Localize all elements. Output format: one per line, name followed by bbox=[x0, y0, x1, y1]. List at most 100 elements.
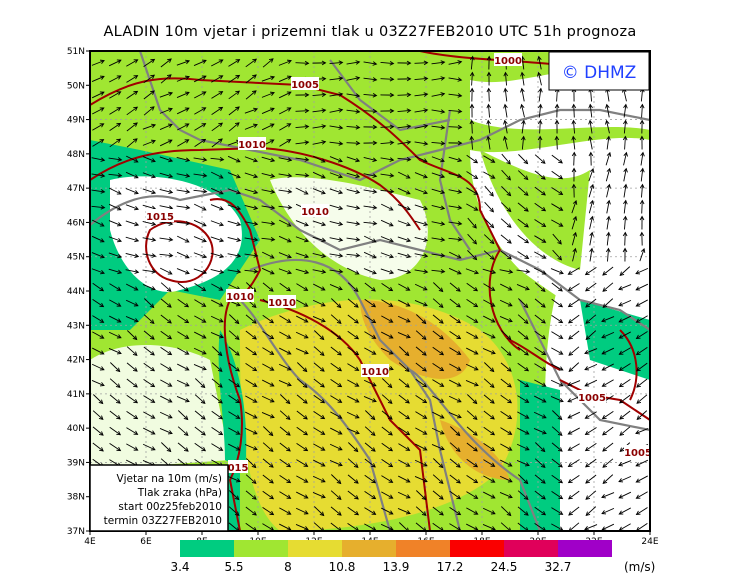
wind-arrow bbox=[466, 426, 478, 436]
wind-arrow bbox=[279, 331, 292, 339]
wind-arrow bbox=[329, 253, 344, 258]
wind-arrow bbox=[381, 442, 394, 452]
wind-arrow bbox=[91, 157, 106, 162]
wind-arrow bbox=[380, 219, 394, 227]
wind-arrow bbox=[143, 298, 155, 309]
wind-arrow bbox=[518, 154, 529, 165]
wind-arrow bbox=[466, 394, 478, 405]
wind-arrow bbox=[312, 140, 327, 145]
wind-arrow bbox=[346, 411, 360, 419]
wind-arrow bbox=[363, 189, 378, 194]
wind-arrow bbox=[91, 59, 105, 66]
lat-label: 51N bbox=[67, 47, 85, 57]
lat-label: 43N bbox=[67, 321, 85, 331]
wind-arrow bbox=[431, 221, 446, 226]
wind-arrow bbox=[176, 189, 191, 194]
wind-arrow bbox=[176, 379, 190, 387]
wind-arrow bbox=[448, 60, 463, 65]
wind-arrow bbox=[398, 394, 410, 404]
wind-arrow bbox=[482, 348, 496, 355]
wind-arrow bbox=[125, 188, 139, 195]
wind-arrow bbox=[279, 123, 292, 131]
wind-arrow bbox=[622, 135, 628, 150]
wind-arrow bbox=[278, 189, 293, 194]
wind-arrow bbox=[227, 476, 241, 483]
wind-arrow bbox=[482, 507, 496, 515]
wind-arrow bbox=[245, 395, 258, 403]
wind-arrow bbox=[517, 202, 529, 212]
wind-arrow bbox=[245, 379, 258, 387]
wind-arrow bbox=[432, 314, 444, 324]
wind-arrow bbox=[636, 394, 648, 404]
watermark-box: © DHMZ bbox=[548, 51, 650, 91]
wind-arrow bbox=[517, 474, 529, 485]
wind-arrow bbox=[244, 172, 259, 179]
wind-arrow bbox=[126, 443, 139, 451]
legend-threshold: 17.2 bbox=[437, 560, 464, 574]
wind-arrow bbox=[227, 172, 241, 179]
wind-arrow bbox=[466, 331, 479, 339]
wind-arrow bbox=[448, 205, 463, 210]
wind-arrow bbox=[517, 395, 530, 403]
wind-arrow bbox=[567, 459, 580, 467]
wind-arrow bbox=[363, 77, 378, 82]
wind-arrow bbox=[414, 188, 428, 195]
wind-arrow bbox=[571, 135, 576, 150]
wind-arrow bbox=[483, 475, 496, 483]
wind-arrow bbox=[470, 55, 475, 70]
wind-arrow bbox=[108, 331, 122, 339]
wind-arrow bbox=[160, 282, 172, 292]
wind-arrow bbox=[381, 315, 394, 323]
wind-arrow bbox=[125, 171, 139, 179]
wind-arrow bbox=[364, 315, 377, 324]
wind-arrow bbox=[160, 442, 172, 453]
wind-arrow bbox=[364, 331, 377, 339]
wind-arrow bbox=[466, 282, 479, 292]
wind-arrow bbox=[551, 347, 564, 355]
wind-arrow bbox=[312, 155, 326, 163]
wind-arrow bbox=[601, 507, 615, 515]
wind-arrow bbox=[551, 442, 563, 452]
wind-arrow bbox=[211, 122, 224, 132]
wind-arrow bbox=[431, 76, 446, 81]
wind-arrow bbox=[380, 60, 395, 66]
wind-arrow bbox=[521, 135, 526, 150]
wind-arrow bbox=[639, 103, 645, 118]
wind-arrow bbox=[194, 107, 207, 115]
wind-arrow bbox=[397, 508, 411, 515]
wind-arrow bbox=[108, 173, 123, 178]
wind-arrow bbox=[312, 220, 327, 227]
wind-arrow bbox=[499, 269, 514, 274]
wind-arrow bbox=[551, 363, 564, 371]
wind-arrow bbox=[109, 362, 121, 373]
wind-arrow bbox=[551, 458, 563, 468]
wind-arrow bbox=[329, 284, 343, 291]
wind-arrow bbox=[618, 299, 632, 307]
wind-arrow bbox=[363, 205, 378, 210]
wind-arrow bbox=[177, 282, 189, 292]
wind-arrow bbox=[585, 506, 597, 517]
wind-arrow bbox=[330, 474, 342, 485]
wind-arrow bbox=[484, 218, 495, 229]
wind-arrow bbox=[448, 221, 463, 226]
wind-arrow bbox=[211, 283, 224, 291]
wind-arrow bbox=[567, 298, 580, 308]
wind-arrow bbox=[448, 124, 463, 130]
wind-arrow bbox=[211, 362, 223, 372]
wind-arrow bbox=[346, 93, 361, 98]
wind-arrow bbox=[432, 458, 444, 469]
wind-arrow bbox=[330, 411, 343, 419]
wind-arrow bbox=[126, 138, 138, 148]
wind-arrow bbox=[448, 172, 463, 179]
wind-arrow bbox=[483, 362, 495, 373]
wind-arrow bbox=[363, 268, 377, 275]
wind-arrow bbox=[534, 251, 547, 259]
wind-arrow bbox=[517, 379, 530, 388]
wind-arrow bbox=[397, 491, 411, 499]
wind-arrow bbox=[329, 460, 343, 467]
wind-arrow bbox=[295, 108, 310, 114]
wind-arrow bbox=[244, 107, 259, 114]
wind-arrow bbox=[618, 507, 631, 515]
wind-arrow bbox=[244, 427, 258, 435]
wind-arrow bbox=[503, 87, 508, 102]
